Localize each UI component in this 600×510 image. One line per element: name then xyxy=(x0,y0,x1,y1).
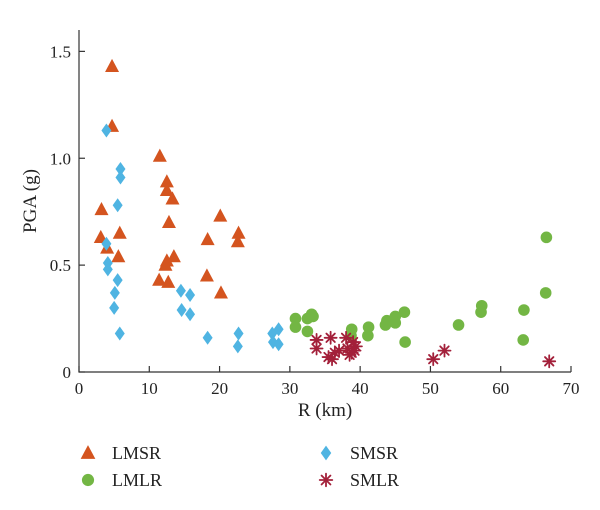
lmsr-point xyxy=(213,285,228,299)
smsr-point xyxy=(232,339,243,354)
smsr-point xyxy=(109,300,120,315)
legend-marker-smsr xyxy=(320,445,332,461)
legend-label-smlr: SMLR xyxy=(350,470,399,490)
x-tick-label: 60 xyxy=(492,379,509,398)
y-axis-title: PGA (g) xyxy=(20,169,41,233)
lmsr-point xyxy=(158,257,173,271)
smsr-point xyxy=(112,198,123,213)
axis-ticks: 0 10 20 30 40 50 60 70 0 0.5 1.0 1.5 xyxy=(50,42,580,398)
smlr-point xyxy=(321,350,336,364)
lmsr-point xyxy=(200,231,215,246)
lmlr-point xyxy=(475,306,487,318)
smlr-point xyxy=(542,354,557,369)
smsr-point xyxy=(102,262,113,277)
lmlr-point xyxy=(362,329,374,342)
legend-marker-smlr xyxy=(318,472,334,488)
lmsr-point xyxy=(161,274,176,288)
legend: LMSR SMSR LMLR SMLR xyxy=(80,443,399,490)
axes xyxy=(78,30,571,373)
lmsr-point xyxy=(112,225,127,239)
y-tick-label: 1.0 xyxy=(50,149,71,168)
lmsr-point xyxy=(199,268,214,282)
x-tick-label: 0 xyxy=(75,379,84,398)
lmsr-point xyxy=(231,225,246,239)
lmlr-point xyxy=(452,319,465,331)
lmlr-point xyxy=(539,287,552,299)
legend-label-smsr: SMSR xyxy=(350,443,398,463)
smsr-point xyxy=(185,307,196,322)
lmsr-point xyxy=(159,182,174,196)
lmsr-point xyxy=(111,249,126,263)
lmlr-point xyxy=(398,306,411,318)
lmlr-point xyxy=(517,334,530,346)
smlr-point xyxy=(437,343,452,358)
smsr-point xyxy=(176,303,187,318)
smsr-point xyxy=(175,283,186,298)
legend-label-lmsr: LMSR xyxy=(112,443,161,463)
smlr-point xyxy=(344,345,359,360)
smlr-point xyxy=(309,333,324,347)
smsr-point xyxy=(185,288,196,303)
x-axis-title: R (km) xyxy=(298,400,352,421)
smsr-point xyxy=(114,326,125,341)
y-tick-label: 0.5 xyxy=(50,256,71,275)
x-tick-label: 50 xyxy=(422,379,439,398)
lmlr-point xyxy=(305,308,318,321)
lmlr-point xyxy=(379,319,392,331)
lmsr-point xyxy=(152,272,167,286)
lmsr-point xyxy=(159,174,174,188)
x-tick-label: 10 xyxy=(141,379,158,398)
lmlr-point xyxy=(518,304,530,316)
smsr-point xyxy=(273,337,284,352)
legend-label-lmlr: LMLR xyxy=(112,470,162,490)
legend-item-smlr: SMLR xyxy=(318,470,399,490)
smsr-point xyxy=(109,285,120,300)
data-points xyxy=(93,58,557,369)
x-tick-label: 20 xyxy=(211,379,228,398)
lmsr-point xyxy=(166,249,181,263)
smsr-point xyxy=(101,123,112,138)
lmsr-point xyxy=(94,202,109,216)
lmsr-point xyxy=(152,148,167,162)
lmsr-point xyxy=(105,58,120,72)
y-tick-label: 0 xyxy=(63,363,72,382)
lmsr-point xyxy=(230,234,245,248)
smsr-point xyxy=(202,330,213,345)
lmlr-point xyxy=(362,321,375,333)
legend-item-smsr: SMSR xyxy=(320,443,398,463)
smsr-point xyxy=(115,161,126,176)
lmlr-point xyxy=(540,231,553,244)
smsr-point xyxy=(267,326,278,341)
lmsr-point xyxy=(165,191,180,205)
lmlr-point xyxy=(399,336,411,348)
lmlr-point xyxy=(389,317,402,329)
legend-item-lmsr: LMSR xyxy=(80,443,161,463)
smlr-point xyxy=(309,341,324,356)
lmsr-point xyxy=(93,229,108,243)
smsr-point xyxy=(233,326,244,341)
lmsr-point xyxy=(213,208,228,222)
smsr-point xyxy=(115,170,126,185)
lmlr-point xyxy=(301,325,314,338)
legend-marker-lmsr xyxy=(80,445,96,459)
y-tick-label: 1.5 xyxy=(50,42,71,61)
smlr-point xyxy=(426,352,441,367)
lmlr-point xyxy=(289,312,302,325)
x-tick-label: 70 xyxy=(563,379,580,398)
smsr-point xyxy=(101,236,112,251)
x-tick-label: 40 xyxy=(352,379,369,398)
legend-marker-lmlr xyxy=(81,473,95,487)
lmlr-point xyxy=(289,321,302,333)
x-axis-line xyxy=(78,30,571,373)
smlr-point xyxy=(323,330,338,345)
legend-item-lmlr: LMLR xyxy=(81,470,162,490)
smsr-point xyxy=(112,273,123,288)
lmsr-point xyxy=(161,214,176,228)
x-tick-label: 30 xyxy=(281,379,298,398)
